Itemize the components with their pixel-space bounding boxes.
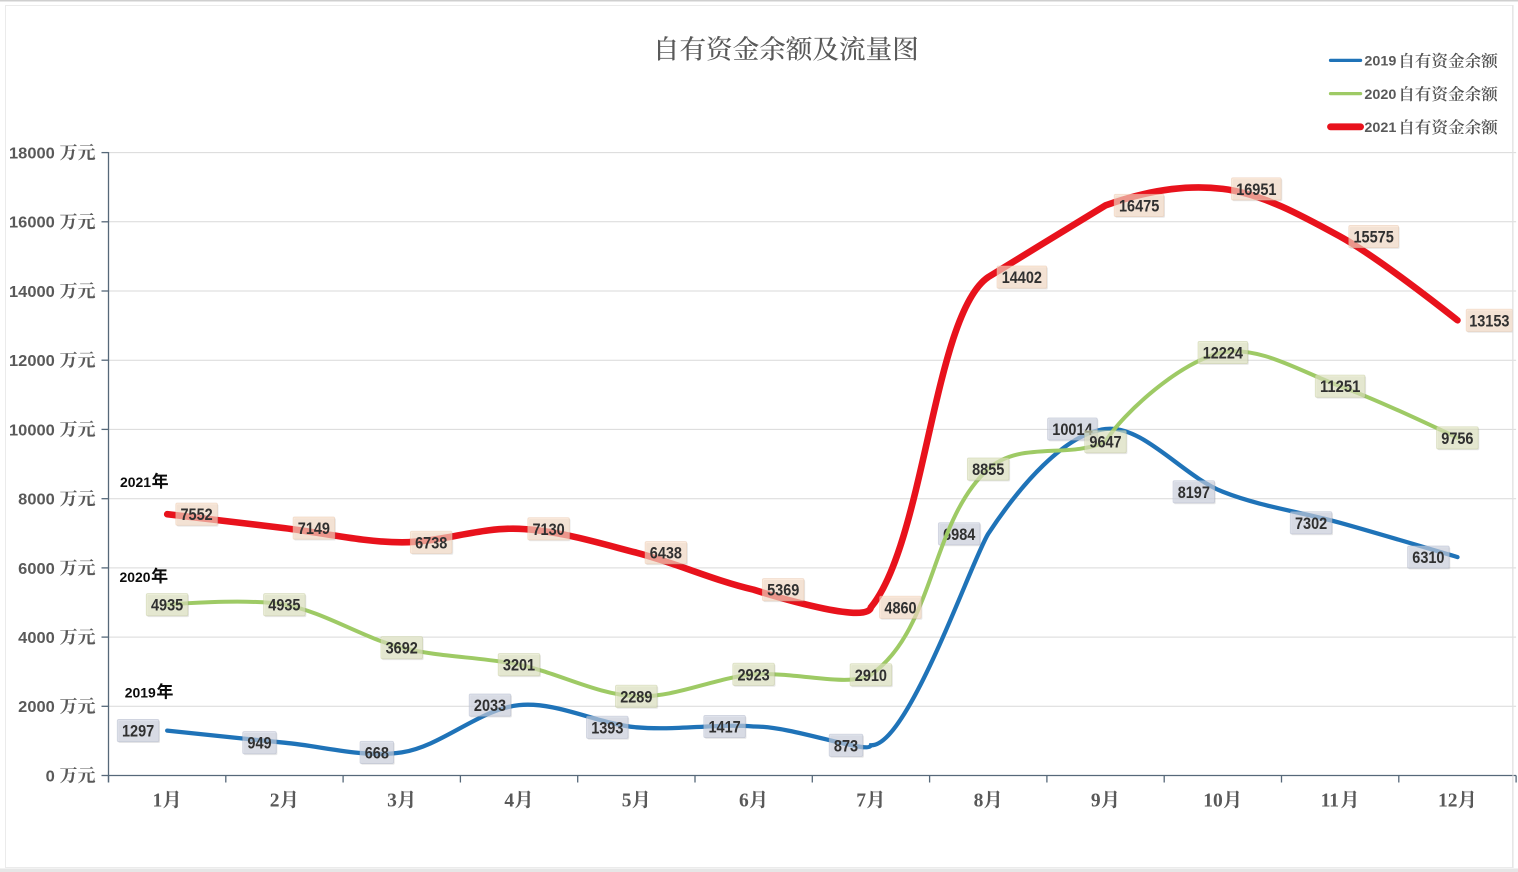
svg-text:2: 2 [270,791,280,812]
svg-text:2000: 2000 [18,699,55,716]
svg-text:7149: 7149 [298,520,330,538]
svg-text:7302: 7302 [1295,515,1327,533]
svg-text:2019: 2019 [125,686,156,701]
svg-text:2910: 2910 [855,667,887,685]
svg-text:12: 12 [1438,791,1458,812]
svg-text:3692: 3692 [386,640,418,658]
svg-text:4: 4 [504,791,514,812]
svg-text:18000: 18000 [9,146,55,163]
svg-text:13153: 13153 [1469,312,1509,330]
svg-text:8855: 8855 [972,461,1004,479]
svg-text:6: 6 [739,791,749,812]
svg-text:16475: 16475 [1119,197,1159,215]
svg-text:11251: 11251 [1320,378,1360,396]
svg-text:873: 873 [834,737,858,755]
svg-text:7130: 7130 [533,521,565,539]
svg-text:6438: 6438 [650,545,682,563]
svg-text:12224: 12224 [1203,345,1243,363]
svg-text:1393: 1393 [591,719,623,737]
svg-text:2033: 2033 [474,697,506,715]
svg-text:16000: 16000 [9,215,55,232]
svg-text:2289: 2289 [620,688,652,706]
svg-text:10014: 10014 [1052,421,1092,439]
svg-text:9756: 9756 [1441,430,1473,448]
svg-text:5: 5 [622,791,632,812]
svg-text:4000: 4000 [18,630,55,647]
svg-text:4935: 4935 [268,597,300,615]
svg-text:8197: 8197 [1178,484,1210,502]
svg-text:9: 9 [1091,791,1101,812]
svg-text:10000: 10000 [9,422,55,439]
svg-text:14402: 14402 [1002,269,1042,287]
svg-text:9647: 9647 [1089,434,1121,452]
svg-text:1417: 1417 [709,719,741,737]
svg-text:15575: 15575 [1354,229,1394,247]
svg-text:2021: 2021 [120,475,152,490]
svg-text:4860: 4860 [884,599,916,617]
svg-text:14000: 14000 [9,284,55,301]
svg-text:8000: 8000 [18,492,55,509]
svg-text:1297: 1297 [122,723,154,741]
svg-text:6000: 6000 [18,561,55,578]
svg-text:7552: 7552 [181,506,213,524]
svg-text:8: 8 [974,791,984,812]
svg-text:0: 0 [46,768,55,785]
svg-text:16951: 16951 [1236,181,1276,199]
svg-text:7: 7 [856,791,866,812]
svg-text:3: 3 [387,791,397,812]
svg-text:949: 949 [247,735,271,753]
svg-text:2020: 2020 [120,570,151,585]
svg-text:6310: 6310 [1412,549,1444,567]
svg-text:4935: 4935 [151,597,183,615]
svg-text:3201: 3201 [503,657,535,675]
svg-text:6984: 6984 [943,526,975,544]
svg-text:2020: 2020 [1364,86,1396,102]
svg-text:2019: 2019 [1364,53,1396,69]
svg-text:5369: 5369 [767,582,799,600]
svg-text:10: 10 [1203,791,1223,812]
svg-text:12000: 12000 [9,353,55,370]
svg-text:1: 1 [153,791,163,812]
svg-text:2923: 2923 [738,666,770,684]
svg-text:11: 11 [1321,791,1339,812]
svg-text:2021: 2021 [1364,119,1396,135]
svg-text:6738: 6738 [415,534,447,552]
svg-text:668: 668 [365,744,389,762]
